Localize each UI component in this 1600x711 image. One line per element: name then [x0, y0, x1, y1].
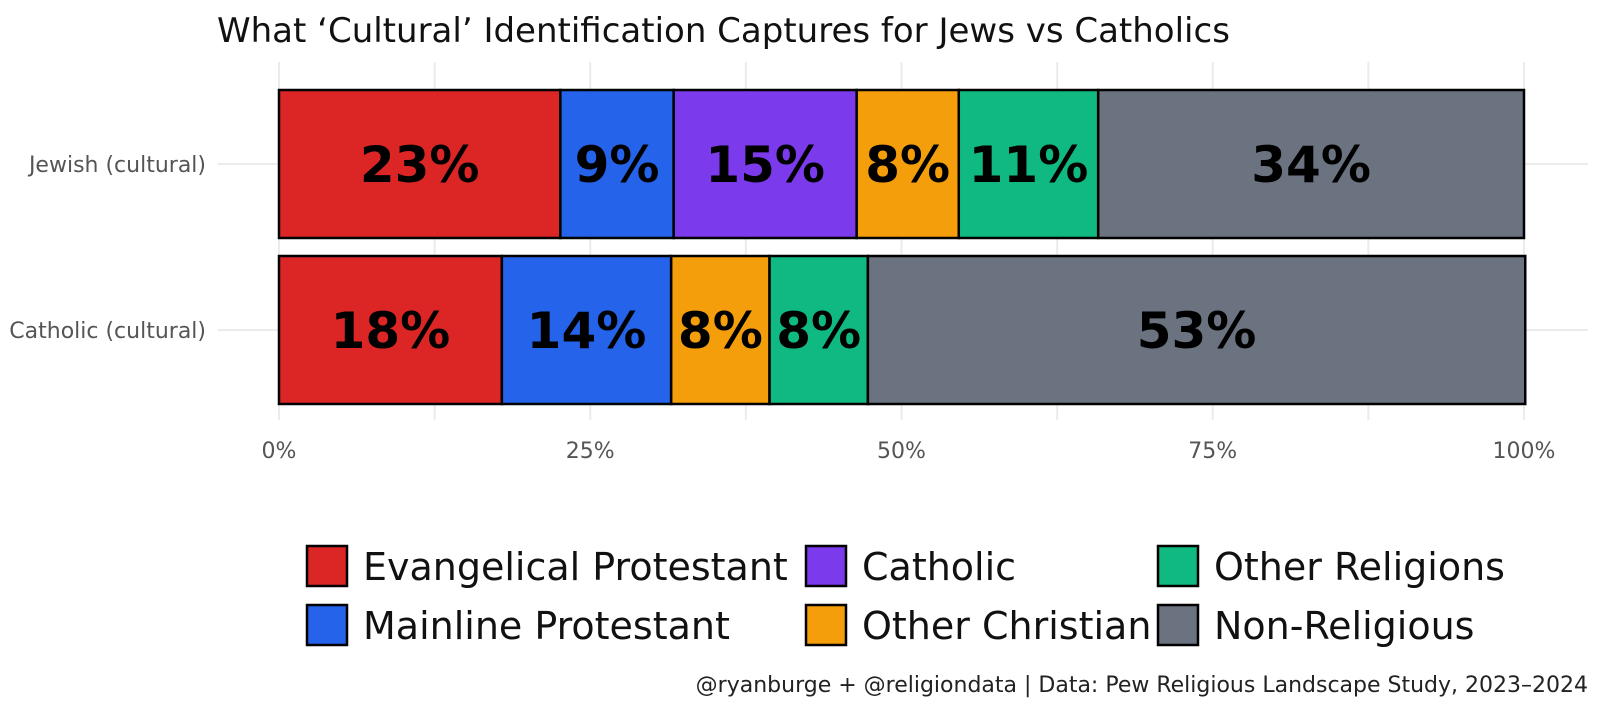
bar-label-jewish-cultural-catholic: 15% — [705, 136, 825, 194]
bar-label-catholic-cultural-mainline-protestant: 14% — [527, 302, 647, 360]
legend-label-non-religious: Non-Religious — [1214, 604, 1474, 648]
bar-label-jewish-cultural-non-religious: 34% — [1251, 136, 1371, 194]
legend-swatch-catholic — [804, 544, 848, 588]
legend-swatch-evangelical-protestant — [305, 544, 349, 588]
bar-group-jewish-cultural: 23% 9% 15% 8% 11% 34% — [277, 88, 1526, 240]
chart-caption: @ryanburge + @religiondata | Data: Pew R… — [696, 673, 1588, 698]
bar-label-jewish-cultural-other-christian: 8% — [865, 136, 950, 194]
legend-label-other-christian: Other Christian — [862, 604, 1151, 648]
y-axis-labels: Jewish (cultural) Catholic (cultural) — [9, 153, 206, 344]
legend-item-mainline-protestant: Mainline Protestant — [305, 603, 730, 648]
bar-segment-jewish-cultural-catholic — [672, 88, 858, 240]
legend: Evangelical Protestant Mainline Protestan… — [305, 544, 1505, 648]
bar-segment-catholic-cultural-other-christian — [669, 254, 771, 406]
bar-label-jewish-cultural-other-religions: 11% — [969, 136, 1089, 194]
bar-group-catholic-cultural: 18% 14% 8% 8% 53% — [277, 254, 1527, 406]
legend-swatch-other-christian — [804, 603, 848, 647]
y-tick-label-catholic-cultural: Catholic (cultural) — [9, 319, 206, 344]
legend-swatch-other-religions — [1156, 544, 1200, 588]
legend-item-other-religions: Other Religions — [1156, 544, 1505, 589]
bar-segment-jewish-cultural-evangelical-protestant — [277, 88, 562, 240]
legend-label-mainline-protestant: Mainline Protestant — [363, 604, 730, 648]
legend-label-evangelical-protestant: Evangelical Protestant — [363, 545, 788, 589]
bar-label-catholic-cultural-other-religions: 8% — [776, 302, 861, 360]
legend-item-non-religious: Non-Religious — [1156, 603, 1474, 648]
bar-segment-catholic-cultural-evangelical-protestant — [277, 254, 504, 406]
x-tick-label-2: 50% — [877, 439, 926, 464]
bar-label-jewish-cultural-evangelical-protestant: 23% — [360, 136, 480, 194]
legend-item-other-christian: Other Christian — [804, 603, 1151, 648]
bar-segment-jewish-cultural-non-religious — [1096, 88, 1526, 240]
x-tick-label-4: 100% — [1493, 439, 1556, 464]
bar-label-catholic-cultural-non-religious: 53% — [1137, 302, 1257, 360]
legend-item-catholic: Catholic — [804, 544, 1016, 589]
x-tick-label-0: 0% — [262, 439, 297, 464]
bar-label-catholic-cultural-other-christian: 8% — [678, 302, 763, 360]
bar-segment-catholic-cultural-other-religions — [768, 254, 870, 406]
x-axis-labels: 0% 25% 50% 75% 100% — [262, 439, 1556, 464]
x-tick-label-1: 25% — [566, 439, 615, 464]
bar-segment-jewish-cultural-other-religions — [957, 88, 1100, 240]
bar-segment-catholic-cultural-non-religious — [866, 254, 1527, 406]
legend-label-other-religions: Other Religions — [1214, 545, 1505, 589]
x-tick-label-3: 75% — [1188, 439, 1237, 464]
y-tick-label-jewish-cultural: Jewish (cultural) — [27, 153, 206, 178]
legend-swatch-non-religious — [1156, 603, 1200, 647]
legend-label-catholic: Catholic — [862, 545, 1016, 589]
chart-title: What ‘Cultural’ Identification Captures … — [217, 11, 1230, 51]
legend-swatch-mainline-protestant — [305, 603, 349, 647]
bars: 23% 9% 15% 8% 11% 34%18% 14% 8% 8% 53% — [277, 88, 1527, 406]
legend-item-evangelical-protestant: Evangelical Protestant — [305, 544, 788, 589]
bar-segment-catholic-cultural-mainline-protestant — [500, 254, 673, 406]
bar-label-jewish-cultural-mainline-protestant: 9% — [575, 136, 660, 194]
bar-label-catholic-cultural-evangelical-protestant: 18% — [331, 302, 451, 360]
